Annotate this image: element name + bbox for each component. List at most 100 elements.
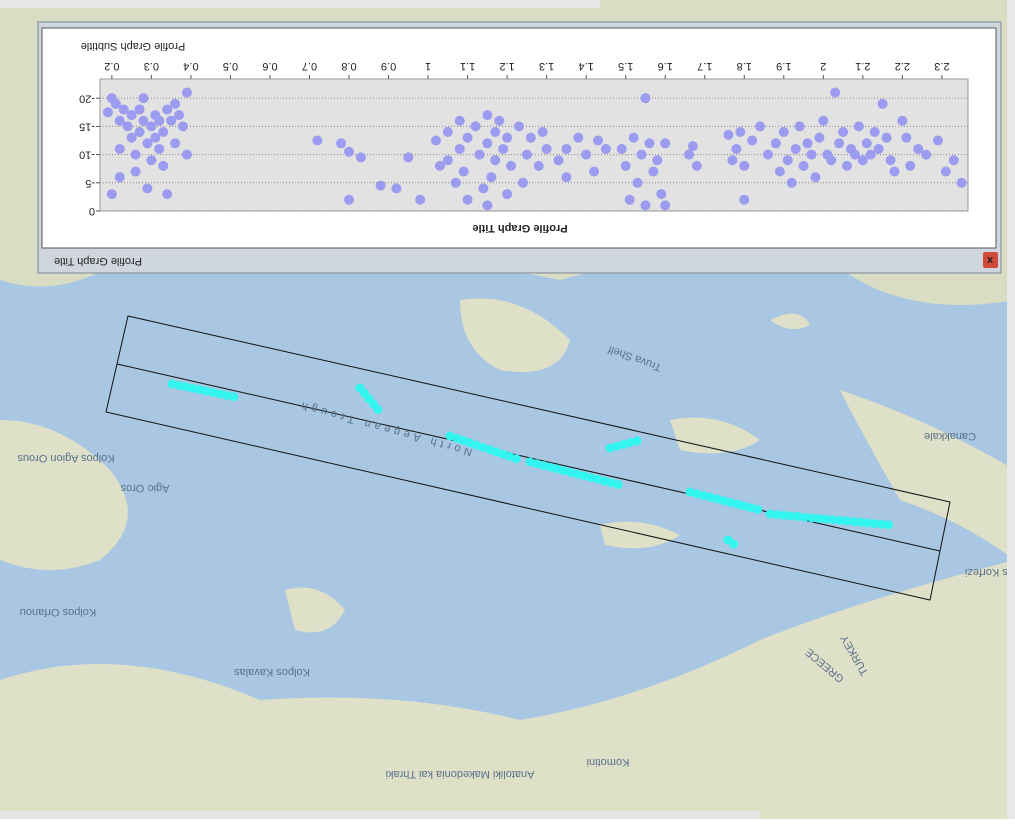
chart-title: Profile Graph Title bbox=[472, 222, 567, 234]
point bbox=[134, 127, 145, 138]
point bbox=[691, 160, 702, 171]
x-tick-label: 1.5 bbox=[618, 60, 633, 72]
point bbox=[581, 149, 592, 160]
point bbox=[442, 155, 453, 166]
point bbox=[620, 160, 631, 171]
point bbox=[158, 160, 169, 171]
island bbox=[285, 587, 345, 633]
point bbox=[114, 172, 125, 183]
point bbox=[106, 189, 117, 200]
point bbox=[838, 127, 849, 138]
point bbox=[865, 149, 876, 160]
point bbox=[640, 93, 651, 104]
point bbox=[940, 166, 951, 177]
point bbox=[312, 135, 323, 146]
point bbox=[146, 155, 157, 166]
map-label: Kolpos Orfanou bbox=[20, 606, 96, 618]
point bbox=[593, 135, 604, 146]
point bbox=[114, 115, 125, 126]
scrollbar[interactable] bbox=[1007, 0, 1015, 819]
x-tick-label: 0.3 bbox=[144, 60, 159, 72]
x-tick-label: 1.7 bbox=[697, 60, 712, 72]
point bbox=[482, 110, 493, 121]
point bbox=[731, 143, 742, 154]
x-tick-label: 0.9 bbox=[381, 60, 396, 72]
point bbox=[442, 127, 453, 138]
point bbox=[802, 138, 813, 149]
point bbox=[525, 132, 536, 143]
point bbox=[640, 200, 651, 211]
point bbox=[652, 155, 663, 166]
point bbox=[458, 166, 469, 177]
island bbox=[670, 417, 760, 454]
point bbox=[885, 155, 896, 166]
point bbox=[727, 155, 738, 166]
island bbox=[770, 313, 810, 329]
point bbox=[502, 189, 513, 200]
point bbox=[178, 121, 189, 132]
point bbox=[162, 189, 173, 200]
point bbox=[391, 183, 402, 194]
point bbox=[114, 143, 125, 154]
point bbox=[450, 177, 461, 188]
toolbar bbox=[0, 811, 760, 819]
island bbox=[600, 521, 680, 549]
x-tick-label: 1.2 bbox=[499, 60, 514, 72]
point bbox=[687, 141, 698, 152]
x-tick-label: 0.2 bbox=[104, 60, 119, 72]
point bbox=[628, 132, 639, 143]
map-label: Kolpos Kavalas bbox=[234, 666, 310, 678]
point bbox=[897, 115, 908, 126]
point bbox=[494, 115, 505, 126]
point bbox=[913, 143, 924, 154]
point bbox=[786, 177, 797, 188]
point bbox=[660, 200, 671, 211]
chart-subtitle: Profile Graph Subtitle bbox=[81, 40, 186, 52]
close-button[interactable] bbox=[983, 252, 998, 268]
point bbox=[403, 152, 414, 163]
x-tick-label: 0.5 bbox=[223, 60, 238, 72]
toolbar bbox=[0, 0, 600, 8]
x-tick-label: 2.1 bbox=[855, 60, 870, 72]
point bbox=[502, 132, 513, 143]
land bbox=[0, 560, 1015, 819]
x-tick-label: 2.2 bbox=[895, 60, 910, 72]
map-label: Saros Korfezi bbox=[965, 566, 1015, 578]
point bbox=[735, 127, 746, 138]
x-tick-label: 1.1 bbox=[460, 60, 475, 72]
point bbox=[118, 104, 129, 115]
point bbox=[134, 104, 145, 115]
point bbox=[533, 160, 544, 171]
point bbox=[454, 115, 465, 126]
point bbox=[521, 149, 532, 160]
point bbox=[142, 138, 153, 149]
plot-area bbox=[99, 78, 969, 212]
x-tick-label: 1 bbox=[425, 60, 431, 72]
point bbox=[624, 194, 635, 205]
land bbox=[0, 420, 128, 570]
point bbox=[648, 166, 659, 177]
point bbox=[181, 149, 192, 160]
point bbox=[174, 110, 185, 121]
x-tick-label: 0.8 bbox=[341, 60, 356, 72]
point bbox=[739, 194, 750, 205]
point bbox=[553, 155, 564, 166]
point bbox=[434, 160, 445, 171]
y-tick-label: -10 bbox=[79, 149, 95, 161]
point bbox=[110, 98, 121, 109]
point bbox=[344, 146, 355, 157]
point bbox=[818, 115, 829, 126]
point bbox=[462, 132, 473, 143]
point bbox=[130, 149, 141, 160]
point bbox=[162, 104, 173, 115]
point bbox=[344, 194, 355, 205]
point bbox=[656, 189, 667, 200]
point bbox=[616, 143, 627, 154]
point bbox=[478, 183, 489, 194]
point bbox=[660, 138, 671, 149]
point bbox=[474, 149, 485, 160]
point bbox=[415, 194, 426, 205]
point bbox=[541, 143, 552, 154]
point bbox=[873, 143, 884, 154]
point bbox=[490, 155, 501, 166]
